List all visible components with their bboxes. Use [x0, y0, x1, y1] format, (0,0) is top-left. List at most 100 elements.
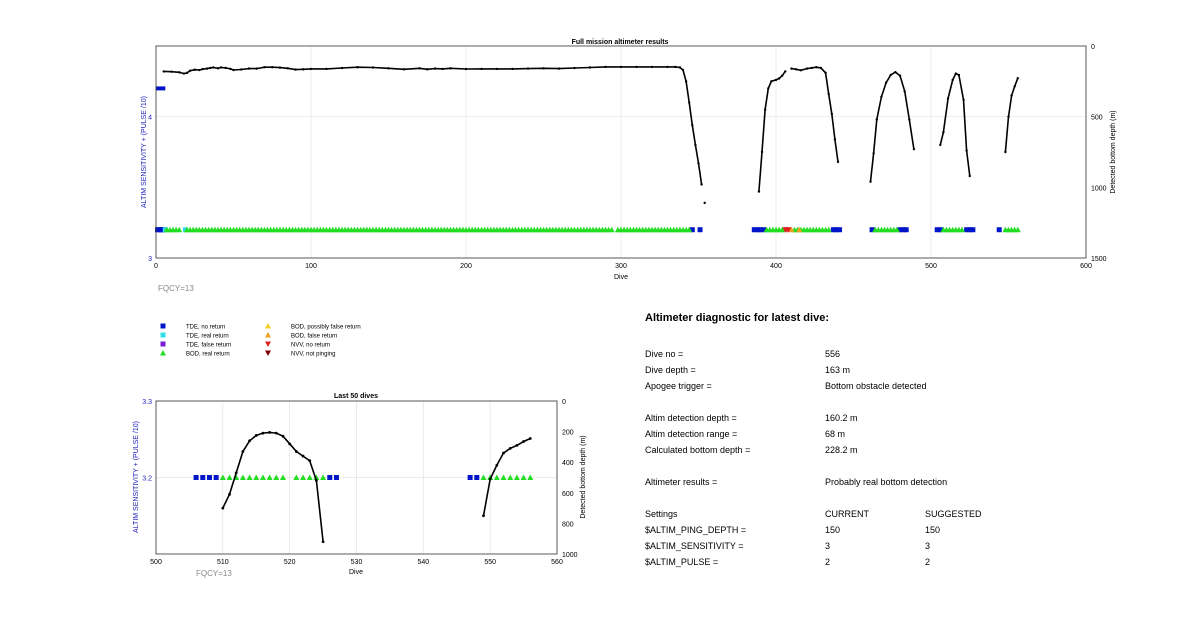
c1-marker-bod-false-return	[796, 226, 803, 233]
legend-marker-nvv-not-pinging	[265, 350, 271, 356]
c1-depth-point	[666, 65, 669, 69]
legend-marker-tde-real-return	[160, 332, 166, 338]
chart1-frame	[155, 45, 1087, 259]
c1-depth-point	[799, 69, 802, 72]
c1-depth-point	[903, 90, 906, 93]
c1-depth-point	[387, 67, 390, 70]
c1-marker-tde-no-return	[967, 227, 973, 233]
altim-range-value: 68 m	[825, 429, 846, 439]
c1-depth-point	[278, 66, 282, 69]
c2-depth-point	[515, 443, 519, 447]
c1-depth-point	[542, 67, 545, 70]
c2-xtick-label: 530	[351, 559, 363, 566]
c2-xtick-label: 510	[217, 559, 229, 566]
chart1-marker-tde-no-return-early	[156, 86, 166, 91]
results-value: Probably real bottom detection	[825, 477, 948, 487]
c1-marker-tde-no-return	[970, 227, 976, 233]
c2-marker-tde-no-return	[333, 475, 339, 480]
c1-depth-point	[810, 66, 813, 70]
c1-depth-point	[777, 77, 781, 80]
legend-label-nvv-not-pinging: NVV, not pinging	[291, 352, 335, 358]
c1-depth-point	[271, 66, 274, 69]
c2-depth-point	[294, 450, 298, 453]
c1-marker-bod-real-return	[176, 226, 183, 233]
c1-depth-point	[805, 67, 809, 70]
dive-no-label: Dive no =	[645, 349, 684, 359]
c2-depth-point	[268, 430, 272, 434]
c1-depth-point	[433, 67, 437, 70]
chart2-ylabel-right: Detected bottom depth (m)	[580, 435, 587, 518]
c2-depth-point	[228, 492, 231, 496]
c1-depth-point	[449, 67, 452, 70]
c1-depth-line	[758, 70, 786, 192]
legend-label-tde-false-return: TDE, false return	[186, 343, 231, 349]
dive-depth-label: Dive depth =	[645, 365, 696, 375]
c1-depth-point	[889, 73, 892, 77]
c1-depth-point	[441, 67, 444, 71]
pulse-suggested: 2	[925, 557, 931, 567]
c1-depth-point	[942, 131, 945, 134]
c1-depth-point	[573, 66, 576, 70]
chart1-title: Full mission altimeter results	[572, 39, 669, 46]
c2-marker-bod-real-return	[219, 474, 226, 480]
c2-marker-bod-real-return	[520, 474, 527, 480]
c1-marker-tde-no-return	[937, 227, 943, 233]
c1-depth-point	[193, 68, 196, 71]
c1-depth-point	[815, 66, 818, 69]
c1-depth-point	[182, 72, 186, 75]
c1-depth-point	[526, 67, 530, 70]
c1-depth-point	[426, 68, 429, 71]
c1-marker-bod-false-return	[788, 226, 795, 233]
sensitivity-label: $ALTIM_SENSITIVITY =	[645, 541, 744, 551]
c1-depth-point	[700, 183, 703, 186]
c1-depth-point	[188, 69, 192, 72]
c1-marker-bod-real-return	[959, 226, 965, 233]
c1-ytick-left-label: 3	[148, 256, 152, 263]
last-50-dives-chart: Last 50 dives 500 510 520 530 540 550 560 3.2 3.…	[133, 393, 587, 578]
c1-marker-tde-no-return	[830, 227, 836, 233]
c1-depth-point	[691, 123, 694, 127]
c1-depth-point	[212, 66, 215, 69]
c1-marker-tde-no-return	[689, 227, 695, 233]
c2-ytick-left-label: 3.2	[142, 476, 152, 483]
c2-marker-bod-real-return	[480, 474, 487, 480]
c1-depth-line	[939, 72, 971, 177]
c1-depth-point	[185, 71, 189, 75]
legend-marker-tde-no-return	[160, 323, 166, 329]
c1-depth-point	[684, 80, 688, 83]
c1-depth-point	[240, 68, 243, 71]
c1-depth-point	[678, 66, 682, 69]
c1-depth-point	[1013, 85, 1016, 88]
c1-marker-bod-real-return	[686, 226, 693, 233]
settings-label: Settings	[645, 509, 678, 519]
c2-depth-point	[274, 431, 278, 435]
c1-depth-point	[294, 68, 297, 71]
c1-depth-point	[511, 67, 514, 71]
c1-marker-tde-no-return	[754, 227, 760, 233]
c1-depth-point	[957, 73, 961, 77]
chart1-grid	[155, 46, 1087, 259]
c2-ytick-right-label: 800	[562, 521, 574, 528]
c2-marker-bod-real-return	[493, 474, 500, 480]
c1-depth-point	[954, 72, 957, 75]
c1-depth-point	[833, 138, 837, 141]
c1-xtick-label: 400	[770, 263, 782, 270]
c1-depth-point	[908, 118, 911, 121]
c1-depth-point	[229, 67, 232, 71]
c1-xtick-label: 300	[615, 263, 627, 270]
c1-depth-point	[557, 67, 561, 70]
c1-depth-point	[790, 67, 793, 70]
c1-depth-point	[827, 92, 830, 96]
chart2-status-markers	[193, 474, 534, 480]
c2-marker-bod-real-return	[273, 474, 280, 480]
c1-depth-point	[495, 67, 499, 71]
sensitivity-current: 3	[825, 541, 831, 551]
sensitivity-suggested: 3	[925, 541, 931, 551]
c2-marker-bod-real-return	[527, 474, 534, 480]
c1-xtick-label: 600	[1080, 263, 1092, 270]
c2-ytick-right-label: 200	[562, 430, 574, 437]
c1-depth-point	[219, 66, 223, 69]
c1-marker-tde-no-return	[900, 227, 906, 233]
altimeter-diagnostic-panel: Altimeter diagnostic for latest dive: Di…	[645, 312, 1065, 570]
c1-depth-point	[880, 95, 883, 99]
